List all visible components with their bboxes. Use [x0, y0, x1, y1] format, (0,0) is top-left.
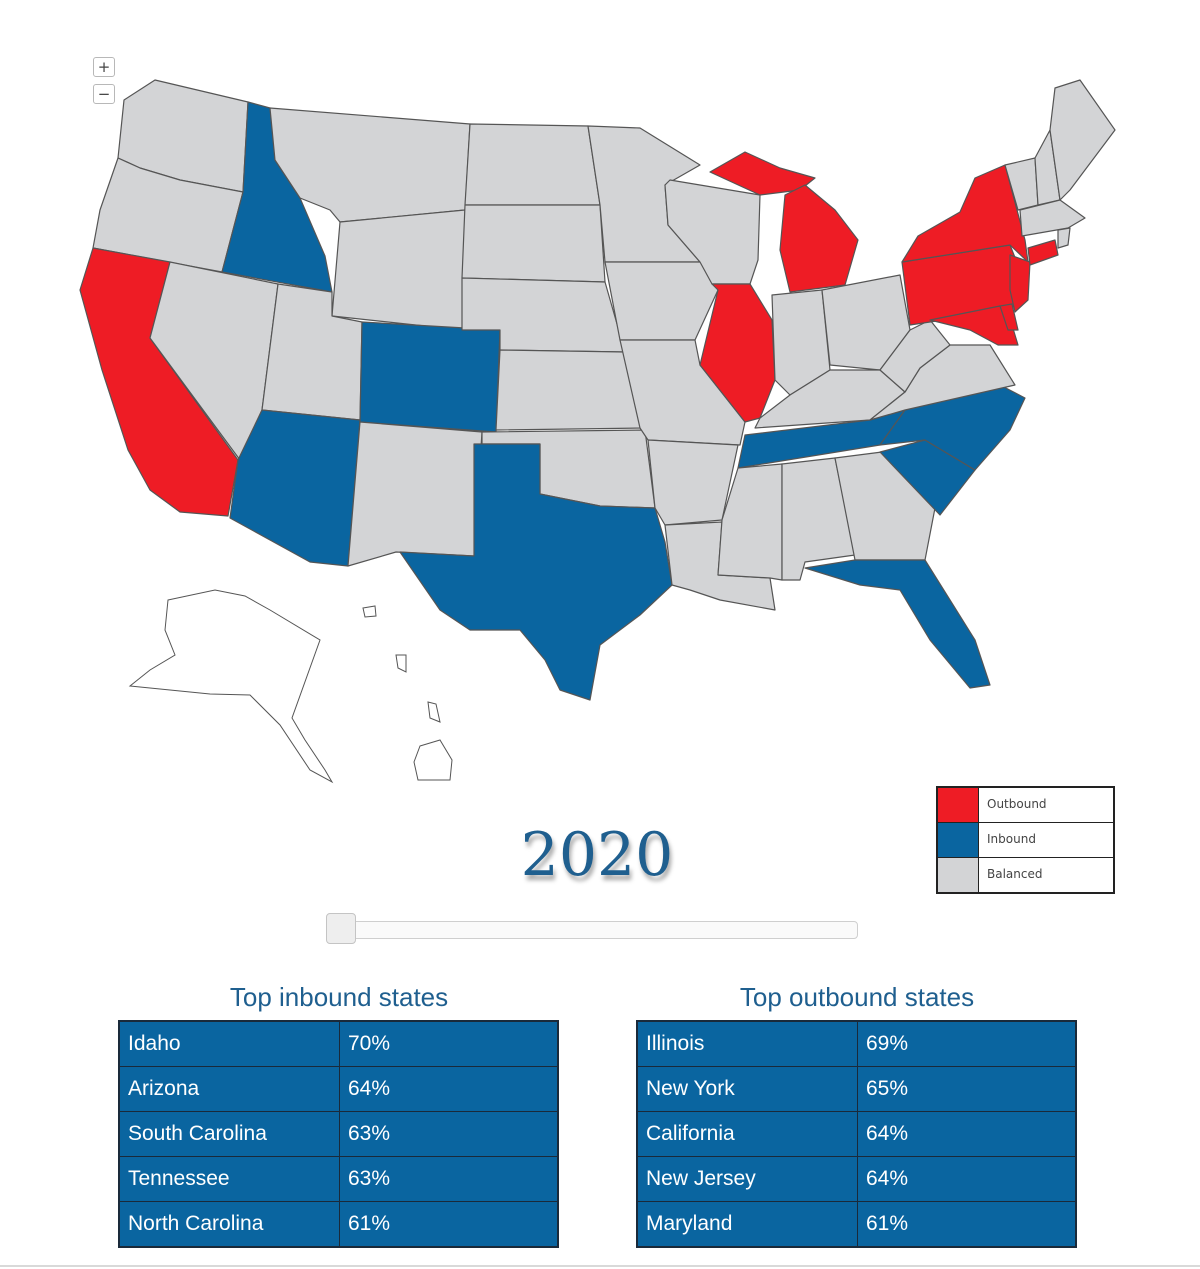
percent-cell: 63% [339, 1111, 559, 1157]
state-alaska[interactable] [128, 589, 334, 784]
state-florida[interactable] [804, 559, 991, 689]
percent-cell: 63% [339, 1156, 559, 1202]
legend-label-outbound: Outbound [987, 797, 1047, 811]
percent-cell: 61% [857, 1201, 1077, 1248]
state-michigan-lower[interactable] [779, 184, 859, 293]
percent-cell: 64% [339, 1066, 559, 1112]
table-row: New Jersey 64% [636, 1156, 1077, 1202]
state-texas[interactable] [399, 443, 673, 701]
table-row: South Carolina 63% [118, 1111, 559, 1157]
legend-swatch-outbound [938, 788, 979, 822]
state-new-mexico[interactable] [347, 421, 483, 567]
state-cell: California [636, 1111, 858, 1157]
legend-item-inbound: Inbound [938, 823, 1113, 858]
state-connecticut[interactable] [1027, 239, 1059, 266]
state-hawaii[interactable] [362, 605, 453, 781]
percent-cell: 70% [339, 1020, 559, 1067]
zoom-in-button[interactable]: + [93, 57, 115, 77]
outbound-table: Illinois 69% New York 65% California 64% Ne… [636, 1020, 1077, 1248]
state-kansas[interactable] [495, 349, 646, 431]
inbound-table-title: Top inbound states [229, 982, 449, 1012]
state-cell: New Jersey [636, 1156, 858, 1202]
state-rhode-island[interactable] [1057, 227, 1071, 249]
state-cell: Illinois [636, 1020, 858, 1067]
legend: Outbound Inbound Balanced [936, 786, 1115, 894]
table-row: Maryland 61% [636, 1201, 1077, 1248]
state-cell: New York [636, 1066, 858, 1112]
inbound-table: Idaho 70% Arizona 64% South Carolina 63% Te… [118, 1020, 559, 1248]
year-label: 2020 [520, 820, 674, 890]
state-north-dakota[interactable] [464, 123, 601, 206]
state-new-jersey[interactable] [1009, 254, 1031, 313]
state-delaware[interactable] [999, 303, 1019, 331]
state-cell: Maryland [636, 1201, 858, 1248]
percent-cell: 69% [857, 1020, 1077, 1067]
legend-label-inbound: Inbound [987, 832, 1036, 846]
state-colorado[interactable] [359, 321, 501, 433]
percent-cell: 61% [339, 1201, 559, 1248]
state-iowa[interactable] [604, 261, 719, 341]
state-massachusetts[interactable] [1019, 199, 1086, 237]
state-cell: North Carolina [118, 1201, 340, 1248]
table-row: Idaho 70% [118, 1020, 559, 1067]
state-west-virginia[interactable] [879, 319, 951, 393]
table-row: Tennessee 63% [118, 1156, 559, 1202]
table-row: New York 65% [636, 1066, 1077, 1112]
table-row: North Carolina 61% [118, 1201, 559, 1248]
state-cell: South Carolina [118, 1111, 340, 1157]
state-wyoming[interactable] [331, 209, 466, 331]
states-layer [79, 79, 1116, 701]
table-row: Illinois 69% [636, 1020, 1077, 1067]
bottom-divider [0, 1265, 1200, 1267]
state-cell: Arizona [118, 1066, 340, 1112]
table-row: Arizona 64% [118, 1066, 559, 1112]
state-cell: Tennessee [118, 1156, 340, 1202]
outbound-table-title: Top outbound states [739, 982, 975, 1012]
percent-cell: 65% [857, 1066, 1077, 1112]
legend-swatch-inbound [938, 823, 979, 857]
state-cell: Idaho [118, 1020, 340, 1067]
legend-label-balanced: Balanced [987, 867, 1043, 881]
us-map [79, 79, 1116, 784]
year-slider-track[interactable] [330, 921, 858, 939]
state-south-dakota[interactable] [461, 204, 606, 283]
state-maine[interactable] [1049, 79, 1116, 201]
state-michigan-upper[interactable] [709, 151, 816, 196]
state-new-york[interactable] [901, 164, 1029, 263]
table-row: California 64% [636, 1111, 1077, 1157]
zoom-out-button[interactable]: − [93, 84, 115, 104]
state-georgia[interactable] [834, 451, 936, 561]
legend-item-balanced: Balanced [938, 858, 1113, 892]
legend-item-outbound: Outbound [938, 788, 1113, 823]
legend-swatch-balanced [938, 858, 979, 892]
percent-cell: 64% [857, 1111, 1077, 1157]
percent-cell: 64% [857, 1156, 1077, 1202]
state-arkansas[interactable] [647, 439, 739, 526]
state-missouri[interactable] [619, 339, 746, 446]
year-slider-handle[interactable] [326, 913, 356, 944]
